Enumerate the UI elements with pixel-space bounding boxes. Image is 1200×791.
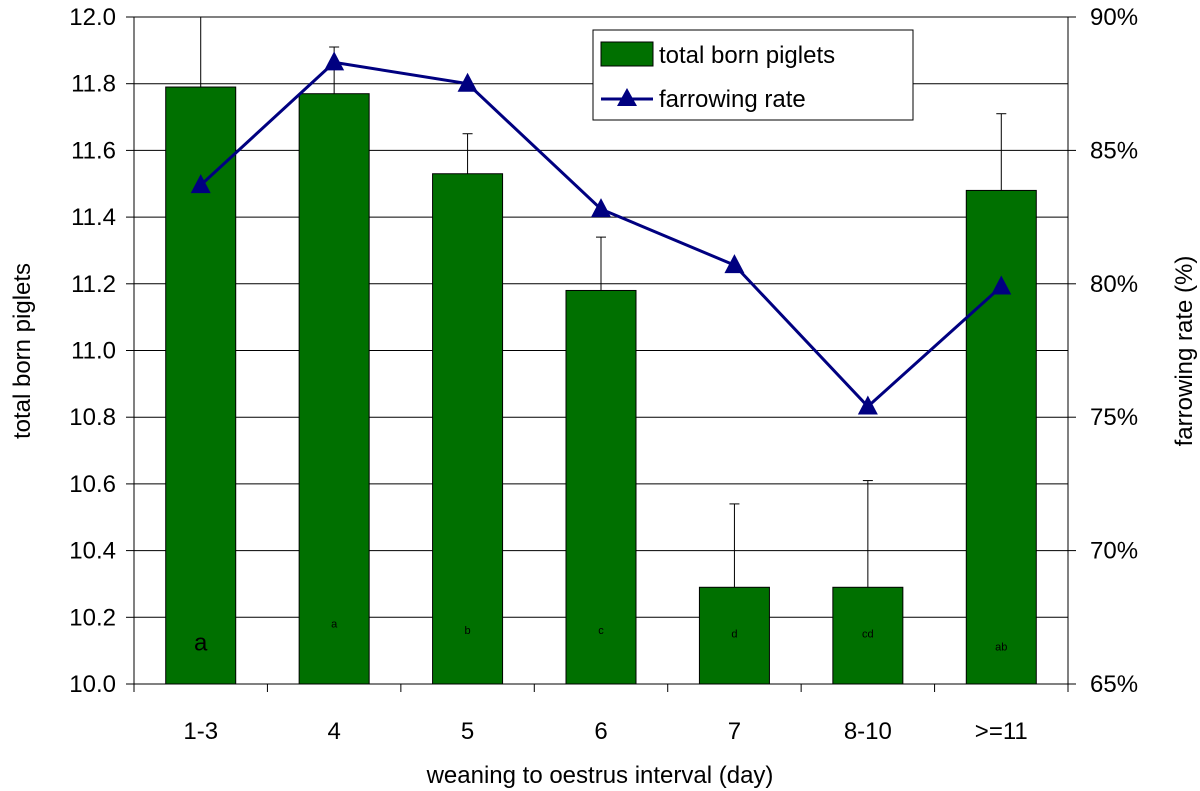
x-tick-label: >=11 [975, 718, 1028, 745]
legend-line-label: farrowing rate [659, 86, 806, 113]
bars [165, 86, 1037, 685]
legend: total born piglets farrowing rate [592, 29, 914, 121]
significance-label: a [331, 618, 338, 630]
tick-labels: 10.0 10.2 10.4 10.6 10.8 11.0 11.2 11.4 11.6 11.8… [69, 4, 1138, 745]
legend-bar-swatch [600, 41, 654, 67]
y-tick-label: 10.8 [69, 404, 116, 431]
farrowing-rate-marker [857, 395, 878, 415]
bar-8-10 [832, 586, 904, 685]
axes [126, 16, 1076, 692]
y2-tick-label: 70% [1090, 538, 1138, 565]
legend-triangle-marker [617, 88, 637, 106]
x-tick-label: 6 [594, 718, 607, 745]
farrowing-rate-marker [991, 275, 1012, 295]
y-tick-label: 11.0 [71, 338, 116, 365]
y-tick-label: 11.6 [71, 137, 116, 164]
y2-tick-label: 75% [1090, 404, 1138, 431]
x-tick-label: 7 [728, 718, 741, 745]
farrowing-rate-marker [591, 198, 611, 218]
x-tick-label: 1-3 [183, 718, 218, 745]
bar-4 [298, 93, 370, 685]
y2-tick-label: 90% [1090, 4, 1138, 31]
y-tick-label: 11.8 [71, 71, 116, 98]
significance-label: c [598, 625, 604, 637]
significance-label: cd [862, 628, 874, 640]
significance-label: ab [995, 642, 1007, 654]
significance-label: b [465, 625, 471, 637]
y-tick-label: 11.2 [71, 271, 116, 298]
y-tick-label: 10.6 [69, 471, 116, 498]
y2-tick-label: 85% [1090, 137, 1138, 164]
y-tick-label: 10.0 [69, 671, 116, 698]
farrowing-rate-marker [724, 254, 745, 274]
bar-5 [432, 173, 504, 685]
farrowing-rate-marker [190, 174, 211, 194]
bar->=11 [965, 189, 1037, 685]
significance-label: a [194, 630, 208, 657]
x-tick-label: 8-10 [844, 718, 892, 745]
x-tick-label: 4 [327, 718, 340, 745]
legend-bar-label: total born piglets [659, 42, 835, 69]
farrowing-rate-marker [324, 51, 345, 71]
bar-6 [565, 289, 637, 685]
y-tick-label: 12.0 [69, 4, 116, 31]
y-tick-label: 10.2 [69, 604, 116, 631]
significance-label: d [731, 628, 737, 640]
y2-tick-label: 65% [1090, 671, 1138, 698]
x-tick-label: 5 [461, 718, 474, 745]
y-axis-title: total born piglets [9, 263, 36, 439]
y2-tick-label: 80% [1090, 271, 1138, 298]
farrowing-rate-marker [457, 72, 478, 92]
farrowing-rate-line [190, 51, 1012, 415]
y-tick-label: 11.4 [71, 204, 116, 231]
y2-axis-title: farrowing rate (%) [1171, 256, 1198, 447]
y-tick-label: 10.4 [69, 538, 116, 565]
x-axis-title: weaning to oestrus interval (day) [426, 762, 774, 789]
